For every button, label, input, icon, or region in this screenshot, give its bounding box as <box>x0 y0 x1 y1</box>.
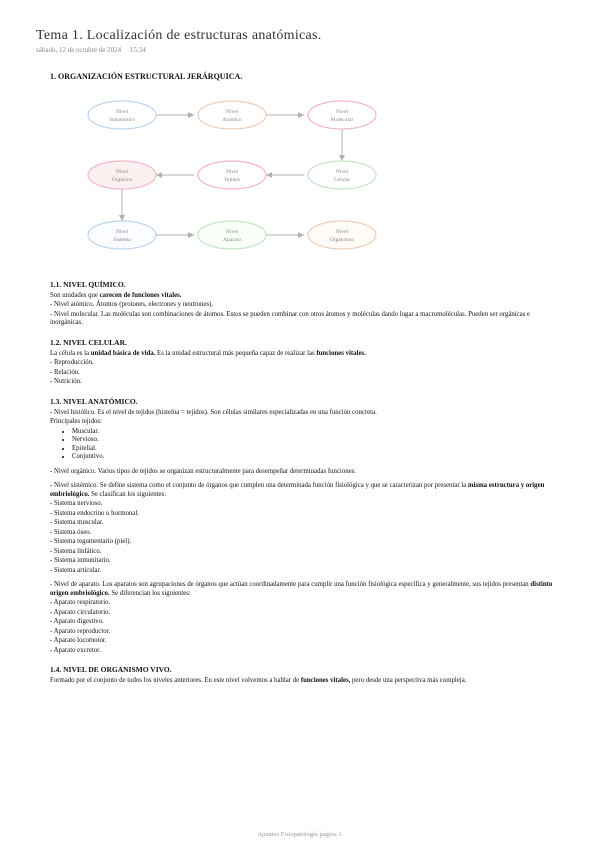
para-1-2b: - Reproducción. <box>50 359 563 367</box>
list-item: Conjuntivo. <box>72 453 563 461</box>
para-1-3d: - Nivel sistémico. Se define sistema com… <box>50 482 563 499</box>
svg-text:Nivel: Nivel <box>226 229 239 235</box>
para-1-3l: - Sistema articular. <box>50 567 563 575</box>
list-item: Muscular. <box>72 428 563 436</box>
svg-text:Nivel: Nivel <box>336 229 349 235</box>
meta-date: sábado, 12 de octubre de 2024 <box>36 46 121 54</box>
svg-text:Aparato: Aparato <box>223 237 241 243</box>
para-1-1a: Son unidades que carecen de funciones vi… <box>50 292 563 300</box>
para-1-3h: - Sistema óseo. <box>50 529 563 537</box>
svg-text:Tejidos: Tejidos <box>224 177 240 183</box>
para-1-2a: La célula es la unidad básica de vida. E… <box>50 350 563 358</box>
svg-text:Orgánico: Orgánico <box>112 177 133 183</box>
svg-text:Organismo: Organismo <box>330 237 355 243</box>
svg-text:Atómico: Atómico <box>222 117 241 123</box>
svg-text:Nivel: Nivel <box>336 109 349 115</box>
page-title: Tema 1. Localización de estructuras anat… <box>36 28 563 44</box>
svg-text:Nivel: Nivel <box>226 169 239 175</box>
para-1-2d: - Nutrición. <box>50 378 563 386</box>
section-1-heading: 1. ORGANIZACIÓN ESTRUCTURAL JERÁRQUICA. <box>50 72 563 81</box>
svg-text:Nivel: Nivel <box>226 109 239 115</box>
para-1-3g: - Sistema muscular. <box>50 519 563 527</box>
meta-time: 15:34 <box>130 46 146 54</box>
list-tejidos: Muscular. Nervioso. Epitelial. Conjuntiv… <box>72 428 563 462</box>
para-1-3e: - Sistema nervioso. <box>50 500 563 508</box>
para-1-3i: - Sistema tegumentario (piel). <box>50 538 563 546</box>
para-1-1c: - Nivel molecular. Las moléculas son com… <box>50 311 563 328</box>
para-1-3a: - Nivel histólico. Es el nivel de tejido… <box>50 409 563 417</box>
heading-1-1: 1.1. NIVEL QUÍMICO. <box>50 280 563 289</box>
svg-text:Molecular: Molecular <box>331 117 354 123</box>
svg-text:Nivel: Nivel <box>116 109 129 115</box>
svg-text:Nivel: Nivel <box>336 169 349 175</box>
para-1-3m: - Nivel de aparato. Los aparatos son agr… <box>50 581 563 598</box>
para-1-4a: Formado por el conjunto de todos los niv… <box>50 677 563 685</box>
para-1-3b: Principales tejidos: <box>50 418 563 426</box>
para-1-3j: - Sistema linfático. <box>50 548 563 556</box>
para-1-3f: - Sistema endocrino u hormonal. <box>50 510 563 518</box>
para-1-3q: - Aparato reproductor. <box>50 628 563 636</box>
para-1-3p: - Aparato digestivo. <box>50 618 563 626</box>
heading-1-2: 1.2. NIVEL CELULAR. <box>50 338 563 347</box>
page-footer: Apuntes Fisiopatología página 1 <box>0 831 599 838</box>
para-1-3n: - Aparato respiratorio. <box>50 599 563 607</box>
list-item: Epitelial. <box>72 445 563 453</box>
heading-1-3: 1.3. NIVEL ANATÓMICO. <box>50 397 563 406</box>
list-item: Nervioso. <box>72 436 563 444</box>
svg-text:Sistema: Sistema <box>113 237 131 243</box>
para-1-3r: - Aparato locomotor. <box>50 637 563 645</box>
svg-text:Celular: Celular <box>334 177 350 183</box>
para-1-2c: - Relación. <box>50 369 563 377</box>
hierarchy-diagram: Nivel Subatómico Nivel Atómico Nivel Molecula… <box>58 91 563 266</box>
svg-text:Nivel: Nivel <box>116 229 129 235</box>
para-1-3k: - Sistema inmunitario. <box>50 557 563 565</box>
heading-1-4: 1.4. NIVEL DE ORGANISMO VIVO. <box>50 665 563 674</box>
para-1-1b: - Nivel atómico. Átomos (protones, elect… <box>50 301 563 309</box>
svg-text:Subatómico: Subatómico <box>109 117 136 123</box>
svg-text:Nivel: Nivel <box>116 169 129 175</box>
para-1-3s: - Aparato excretor. <box>50 647 563 655</box>
para-1-3o: - Aparato circulatorio. <box>50 609 563 617</box>
para-1-3c: - Nivel orgánico. Varios tipos de tejido… <box>50 468 563 476</box>
page-meta: sábado, 12 de octubre de 2024 15:34 <box>36 46 563 54</box>
